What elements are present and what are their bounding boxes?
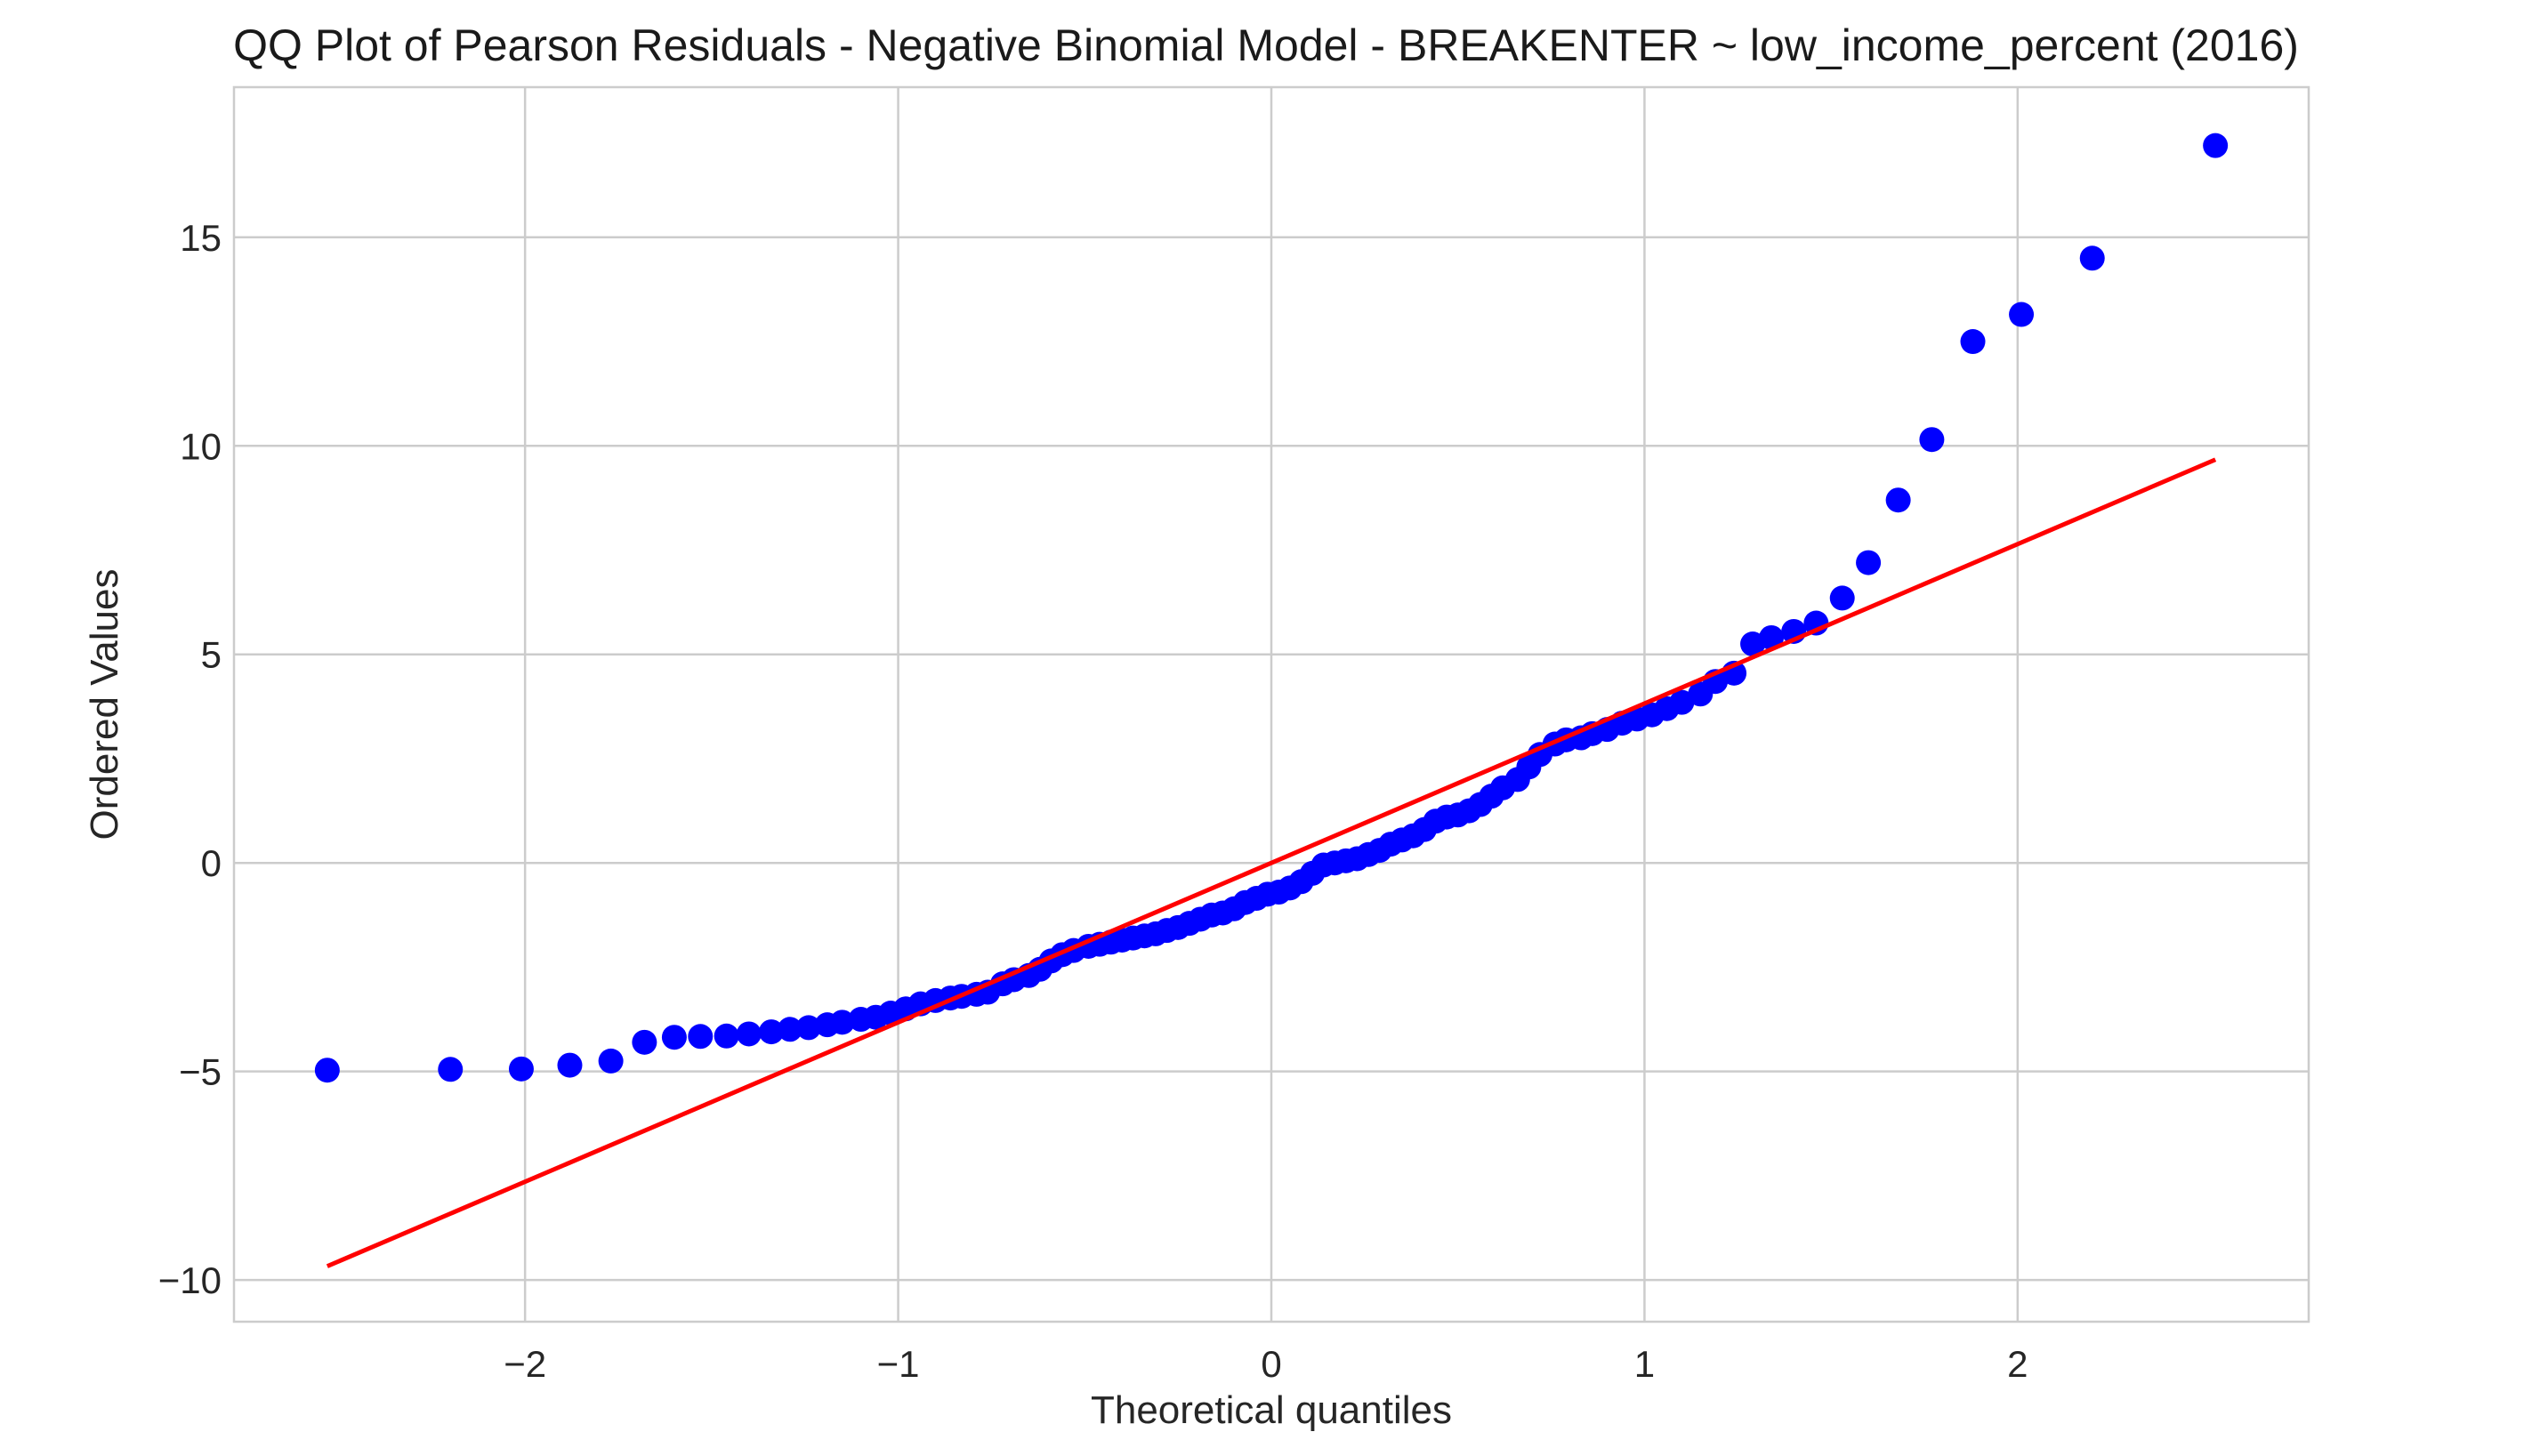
y-axis-label: Ordered Values: [83, 569, 126, 841]
x-tick-label: 0: [1261, 1343, 1281, 1385]
data-point: [1960, 329, 1986, 355]
data-point: [314, 1058, 340, 1083]
data-point: [2203, 133, 2229, 158]
data-point: [632, 1029, 657, 1055]
data-point: [598, 1048, 624, 1074]
plot-area: [232, 85, 2310, 1323]
x-tick-labels: −2 −1 0 1 2: [504, 1343, 2028, 1385]
y-tick-labels: −10 −5 0 5 10 15: [158, 217, 222, 1301]
data-point: [1885, 487, 1911, 513]
data-point: [2009, 302, 2035, 327]
x-axis-label: Theoretical quantiles: [1091, 1388, 1452, 1432]
data-point: [1856, 550, 1882, 575]
data-point: [2079, 245, 2105, 271]
data-points: [314, 133, 2229, 1083]
x-tick-label: −2: [504, 1343, 546, 1385]
data-point: [1829, 585, 1855, 611]
y-tick-label: 10: [180, 425, 222, 467]
data-point: [1759, 624, 1785, 650]
data-point: [714, 1023, 739, 1049]
data-point: [795, 1015, 821, 1041]
data-point: [777, 1017, 802, 1042]
y-tick-label: 15: [180, 217, 222, 259]
axes-frame: [232, 85, 2310, 1323]
data-point: [688, 1024, 714, 1050]
y-tick-label: −5: [179, 1051, 222, 1093]
data-point: [758, 1019, 784, 1045]
x-tick-label: 2: [2007, 1343, 2028, 1385]
y-tick-label: 5: [201, 634, 222, 676]
x-tick-label: −1: [877, 1343, 920, 1385]
data-point: [508, 1056, 534, 1082]
y-tick-label: −10: [158, 1259, 222, 1301]
data-point: [1919, 427, 1945, 453]
data-point: [438, 1057, 464, 1082]
x-grid-lines: [523, 87, 2020, 1322]
y-tick-label: 0: [201, 842, 222, 884]
data-point: [557, 1052, 583, 1078]
chart-title: QQ Plot of Pearson Residuals - Negative …: [233, 20, 2299, 70]
x-tick-label: 1: [1634, 1343, 1655, 1385]
data-point: [736, 1021, 762, 1047]
data-point: [661, 1025, 687, 1050]
data-point: [829, 1010, 855, 1035]
reference-fit-line: [326, 457, 2217, 1268]
data-point: [1669, 689, 1695, 715]
